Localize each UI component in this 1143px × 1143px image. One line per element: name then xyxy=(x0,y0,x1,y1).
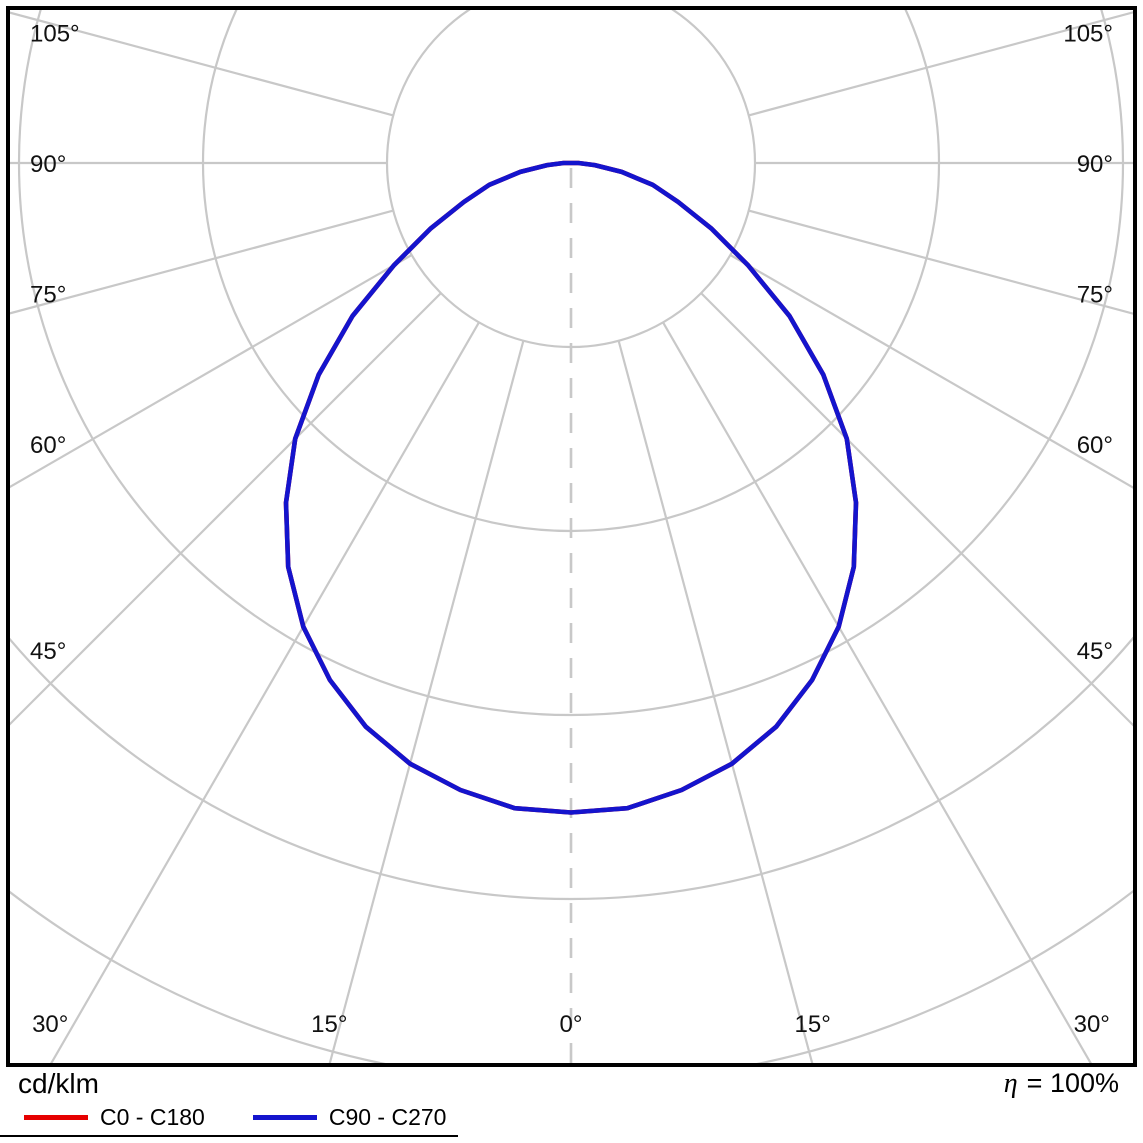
grid-spoke xyxy=(10,292,442,726)
angle-tick-label: 90° xyxy=(1077,151,1113,178)
grid-spoke xyxy=(617,340,814,1063)
grid-spoke xyxy=(328,340,525,1063)
grid-spoke xyxy=(748,11,1133,117)
grid-spoke xyxy=(748,209,1133,315)
grid-ring xyxy=(10,636,1133,900)
eta-value: = 100% xyxy=(1026,1068,1119,1098)
angle-tick-label: 30° xyxy=(1074,1011,1110,1038)
angle-tick-label: 60° xyxy=(30,432,66,459)
eta-symbol: η xyxy=(1003,1068,1018,1099)
grid-spoke xyxy=(50,321,480,1063)
angle-tick-label: 105° xyxy=(30,21,80,48)
legend: C0 - C180 C90 - C270 xyxy=(0,1104,446,1131)
legend-line-c0-c180-icon xyxy=(24,1115,88,1120)
unit-label: cd/klm xyxy=(18,1068,99,1099)
grid-spoke xyxy=(10,11,394,117)
angle-tick-label: 90° xyxy=(30,151,66,178)
angle-tick-label: 30° xyxy=(32,1011,68,1038)
grid-spoke xyxy=(729,254,1133,489)
angle-tick-label: 45° xyxy=(30,638,66,665)
grid-spoke xyxy=(700,292,1133,727)
angle-tick-label: 45° xyxy=(1077,638,1113,665)
angle-tick-label: 15° xyxy=(795,1011,831,1038)
legend-line-c90-c270-icon xyxy=(252,1115,317,1120)
angle-tick-label: 0° xyxy=(560,1011,583,1038)
plot-border xyxy=(6,6,1137,1067)
legend-label-c90-c270: C90 - C270 xyxy=(328,1104,447,1130)
table-edge-line xyxy=(0,1135,458,1137)
angle-tick-label: 60° xyxy=(1077,432,1113,459)
angle-tick-label: 75° xyxy=(30,281,66,308)
grid-spoke xyxy=(10,209,394,315)
curve-c90-c270 xyxy=(283,160,859,815)
angle-tick-label: 15° xyxy=(311,1011,347,1038)
legend-item-c90-c270: C90 - C270 xyxy=(252,1104,447,1131)
angle-tick-label: 105° xyxy=(1063,21,1113,48)
light-output-ratio: η = 100% xyxy=(1004,1068,1119,1100)
grid-spoke xyxy=(662,321,1092,1063)
legend-item-c0-c180: C0 - C180 xyxy=(24,1104,205,1131)
angle-tick-label: 75° xyxy=(1077,281,1113,308)
grid-spoke xyxy=(10,254,413,489)
legend-label-c0-c180: C0 - C180 xyxy=(100,1104,205,1130)
